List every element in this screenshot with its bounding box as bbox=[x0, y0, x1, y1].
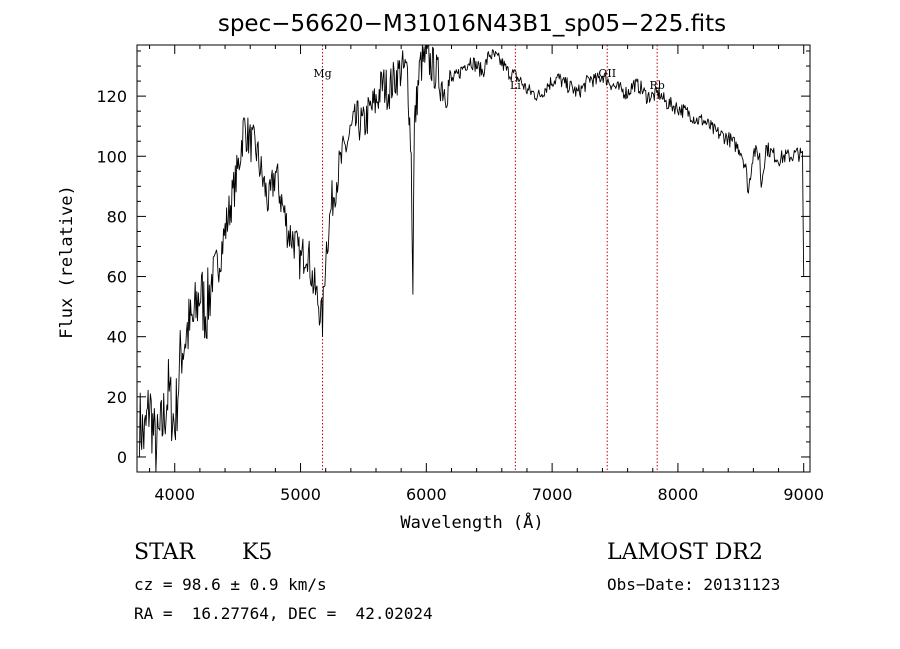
coordinates-line: RA = 16.27764, DEC = 42.02024 bbox=[134, 604, 433, 623]
y-tick-label: 60 bbox=[107, 268, 127, 287]
plot-frame bbox=[136, 44, 811, 473]
x-tick-label: 4000 bbox=[154, 485, 195, 504]
object-class: STAR bbox=[134, 540, 195, 565]
y-tick-label: 120 bbox=[96, 87, 127, 106]
y-tick-label: 40 bbox=[107, 328, 127, 347]
chart-title: spec−56620−M31016N43B1_sp05−225.fits bbox=[218, 11, 726, 37]
line-marker-label-mg: Mg bbox=[313, 67, 331, 80]
x-tick-label: 5000 bbox=[280, 485, 321, 504]
x-axis-label: Wavelength (Å) bbox=[400, 511, 543, 533]
x-tick-label: 9000 bbox=[783, 485, 824, 504]
y-tick-label: 0 bbox=[117, 448, 127, 467]
x-tick-label: 8000 bbox=[658, 485, 699, 504]
y-tick-label: 100 bbox=[96, 147, 127, 166]
redshift-line: cz = 98.6 ± 0.9 km/s bbox=[134, 575, 327, 594]
x-tick-label: 6000 bbox=[406, 485, 447, 504]
obs-date-line: Obs−Date: 20131123 bbox=[607, 575, 781, 594]
y-tick-label: 80 bbox=[107, 207, 127, 226]
y-tick-label: 20 bbox=[107, 388, 127, 407]
line-marker-label-rb: Rb bbox=[649, 79, 664, 92]
line-marker-label-li: Li bbox=[510, 79, 521, 92]
spectrum-line bbox=[139, 44, 805, 473]
x-tick-label: 7000 bbox=[532, 485, 573, 504]
survey-name: LAMOST DR2 bbox=[607, 540, 763, 565]
object-subclass: K5 bbox=[242, 540, 273, 565]
y-axis-label: Flux (relative) bbox=[57, 185, 77, 339]
